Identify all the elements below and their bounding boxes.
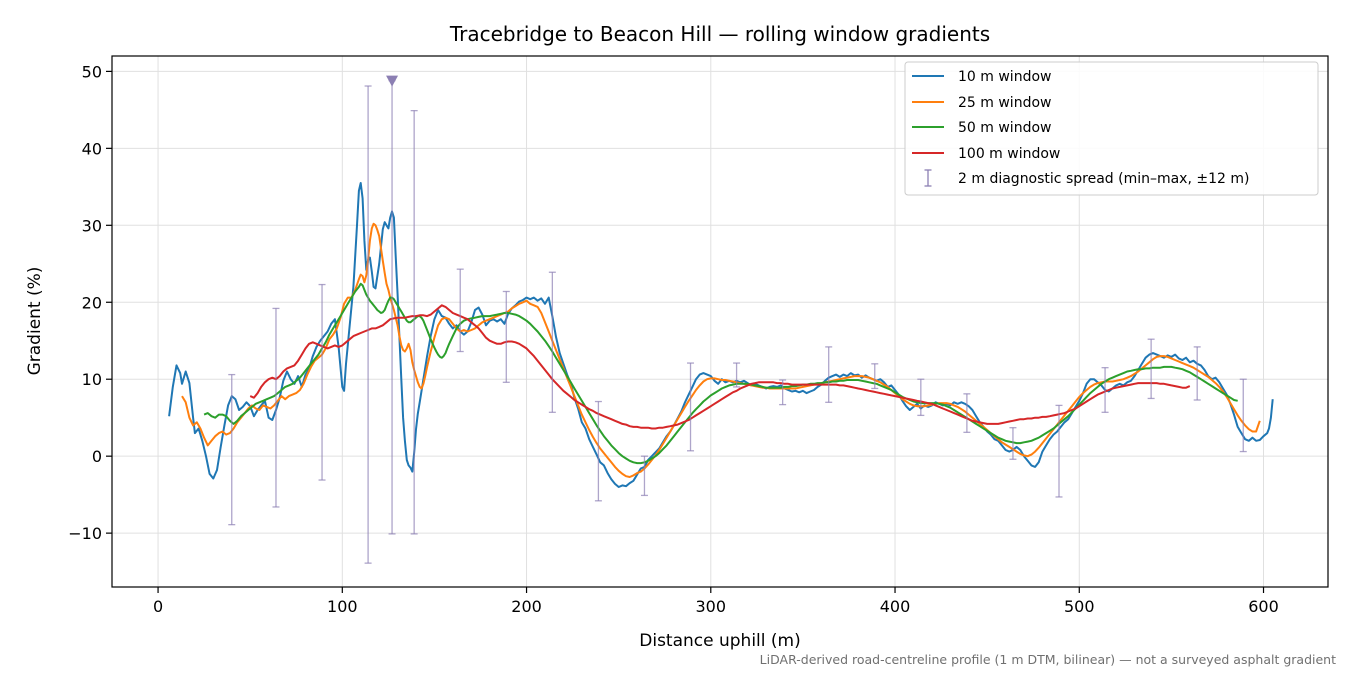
x-tick-label: 400: [880, 597, 911, 616]
y-tick-label: 50: [82, 62, 102, 81]
series-line-2: [181, 222, 1261, 478]
legend-label-2: 25 m window: [958, 95, 1051, 111]
errorbar: [1193, 346, 1201, 401]
series-line-4: [249, 304, 1191, 430]
legend-box: [904, 61, 1319, 196]
errorbar: [825, 346, 833, 403]
errorbar: [1101, 367, 1109, 413]
errorbar: [1147, 338, 1155, 400]
errorbar: [456, 268, 464, 353]
errorbar: [1009, 427, 1017, 460]
plot-frame: [111, 55, 1329, 588]
errorbar: [963, 393, 971, 433]
clipped-spread-marker: [386, 75, 399, 87]
x-tick-label: 600: [1248, 597, 1279, 616]
errorbar: [548, 271, 556, 413]
errorbar: [640, 455, 648, 497]
errorbar: [318, 283, 326, 481]
marker-layer: [386, 75, 399, 87]
errorbar: [502, 290, 510, 383]
legend-label-4: 100 m window: [958, 146, 1060, 162]
errorbar: [272, 307, 280, 508]
y-tick-label: 20: [82, 293, 102, 312]
y-tick-label: 10: [82, 370, 102, 389]
y-axis-label: Gradient (%): [25, 267, 45, 376]
errorbar: [1055, 404, 1063, 498]
x-axis-ticks: 0 100 200 300 400 500 600: [153, 587, 1279, 616]
chart-title: Tracebridge to Beacon Hill — rolling win…: [449, 22, 990, 46]
y-axis-ticks: −10 0 10 20 30 40 50: [68, 62, 112, 543]
x-tick-label: 500: [1064, 597, 1095, 616]
series-line-3: [203, 282, 1238, 465]
legend-label-errorbar: 2 m diagnostic spread (min–max, ±12 m): [958, 171, 1249, 187]
footnote: LiDAR-derived road-centreline profile (1…: [760, 652, 1336, 667]
errorbar: [871, 363, 879, 390]
x-tick-label: 200: [511, 597, 542, 616]
y-tick-label: −10: [68, 524, 102, 543]
y-tick-label: 30: [82, 216, 102, 235]
errorbar: [594, 400, 602, 502]
errorbar: [410, 109, 418, 535]
errorbar: [228, 373, 236, 526]
x-tick-label: 300: [696, 597, 727, 616]
errorbar: [1239, 378, 1247, 453]
errorbar: [917, 378, 925, 417]
errorbar: [687, 362, 695, 452]
legend-label-1: 10 m window: [958, 69, 1051, 85]
y-tick-label: 0: [92, 447, 102, 466]
legend-swatch-errorbar: [924, 169, 932, 187]
errorbar: [733, 362, 741, 388]
x-axis-label: Distance uphill (m): [639, 631, 800, 651]
x-tick-label: 100: [327, 597, 358, 616]
errorbar: [779, 379, 787, 406]
y-tick-label: 40: [82, 139, 102, 158]
errorbar: [364, 85, 372, 564]
legend: 10 m window 25 m window 50 m window 100 m w…: [904, 61, 1319, 196]
x-tick-label: 0: [153, 597, 163, 616]
errorbar-layer: [228, 79, 1247, 564]
legend-label-3: 50 m window: [958, 120, 1051, 136]
